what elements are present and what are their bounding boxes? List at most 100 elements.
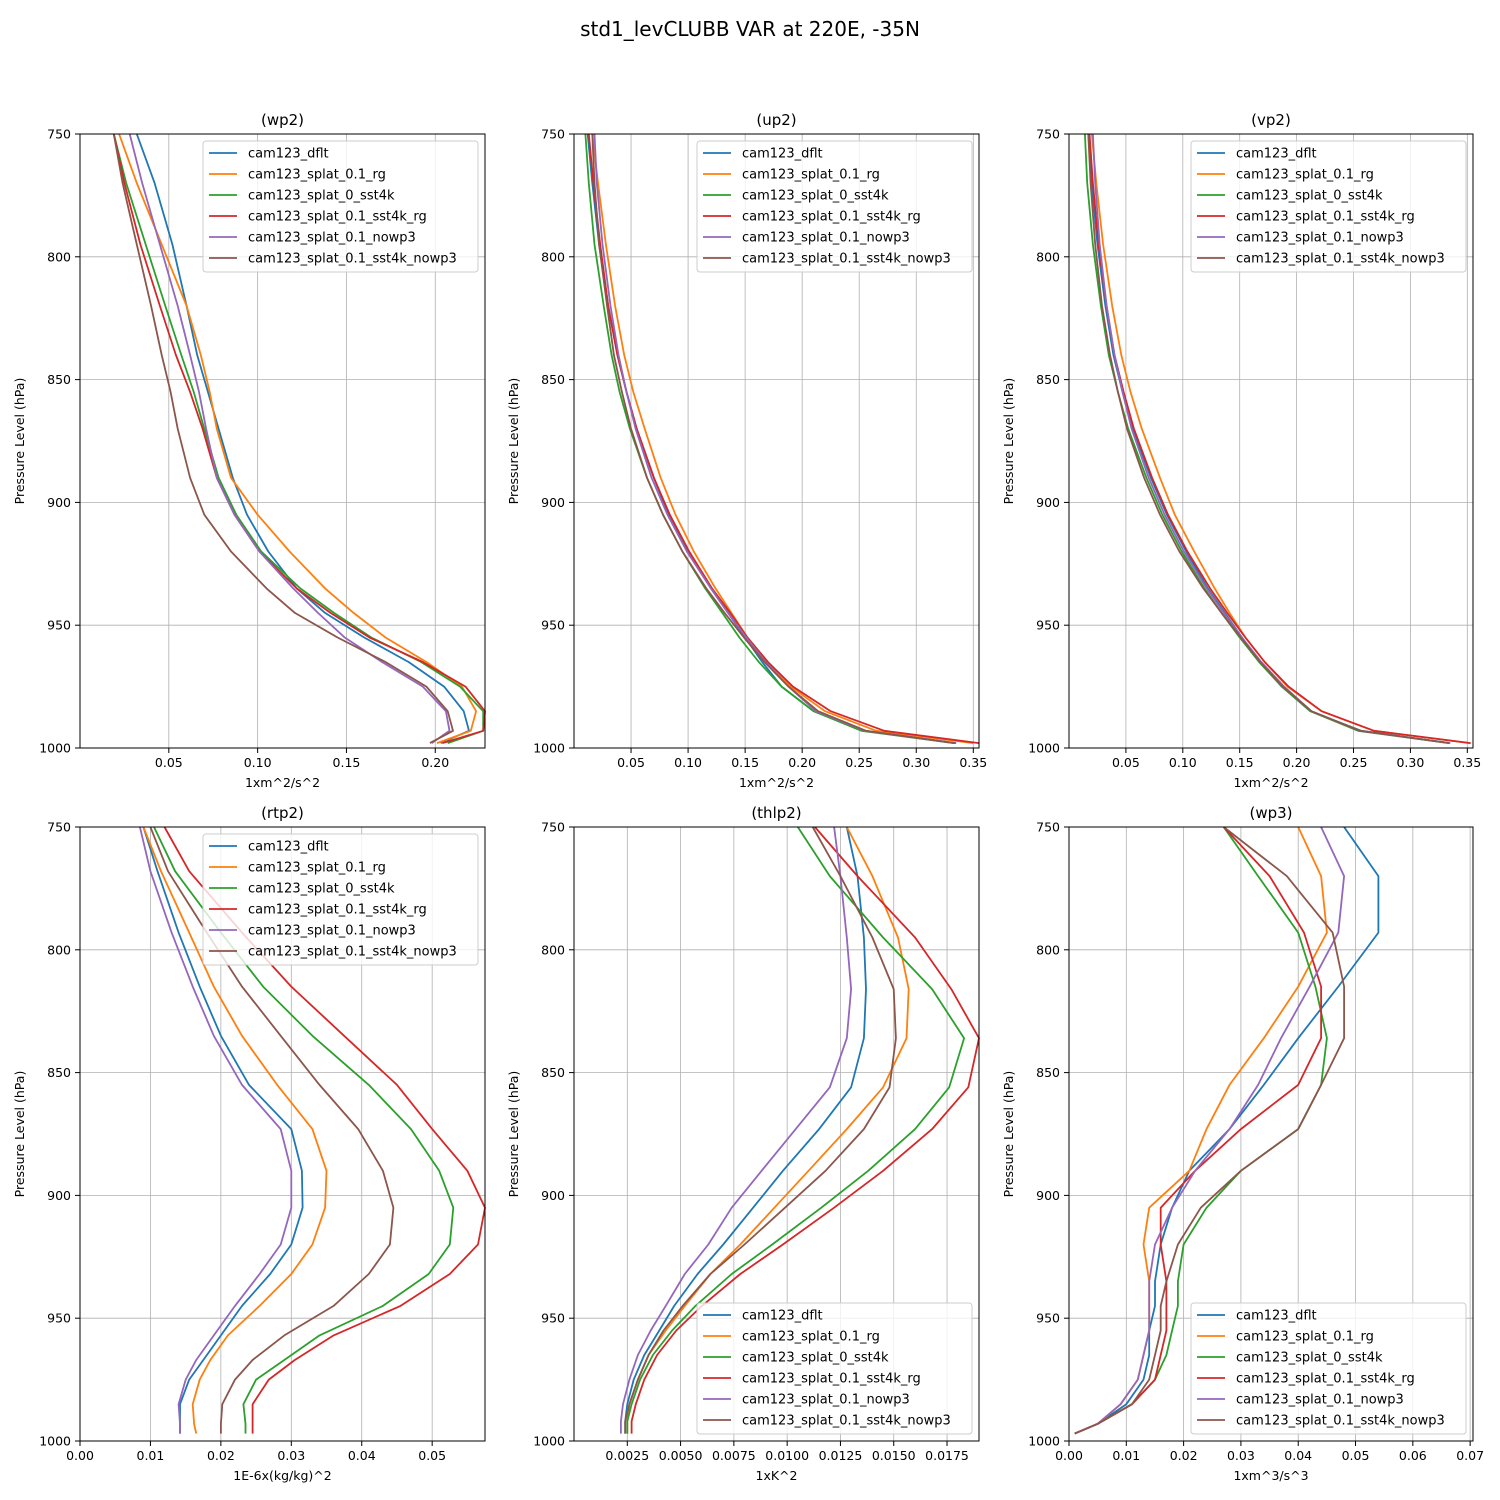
y-tick-label: 850 [47, 372, 71, 387]
legend-label: cam123_splat_0.1_rg [248, 168, 386, 183]
x-tick-label: 0.00 [66, 1448, 94, 1463]
legend-label: cam123_splat_0_sst4k [248, 882, 395, 897]
axes-frame [79, 133, 486, 749]
y-tick-label: 900 [1036, 495, 1060, 510]
y-tick-label: 1000 [1028, 1434, 1060, 1449]
series-line-cam123_splat_0.1_sst4k_nowp3 [624, 826, 897, 1434]
legend-label: cam123_splat_0.1_rg [248, 861, 386, 876]
series-line-cam123_splat_0.1_sst4k_nowp3 [149, 826, 395, 1434]
x-tick-label: 0.20 [1283, 755, 1311, 770]
x-axis-label: 1xm^2/s^2 [1233, 775, 1308, 790]
series-line-cam123_splat_0_sst4k [153, 826, 455, 1434]
y-tick-label: 850 [1036, 1065, 1060, 1080]
legend-label: cam123_splat_0.1_sst4k_nowp3 [1236, 252, 1445, 267]
y-tick-label: 800 [1036, 249, 1060, 264]
x-tick-label: 0.05 [155, 755, 183, 770]
y-tick-label: 800 [1036, 942, 1060, 957]
legend-label: cam123_splat_0.1_sst4k_rg [1236, 1372, 1415, 1387]
legend-label: cam123_splat_0.1_nowp3 [742, 231, 910, 246]
x-tick-label: 0.05 [617, 755, 645, 770]
series-line-cam123_splat_0.1_sst4k_rg [587, 133, 980, 744]
y-axis-label: Pressure Level (hPa) [1001, 378, 1016, 505]
y-tick-label: 1000 [1028, 741, 1060, 756]
x-tick-label: 0.30 [1396, 755, 1424, 770]
y-tick-label: 950 [1036, 1311, 1060, 1326]
legend: cam123_dflt cam123_splat_0.1_rg cam123_spl… [696, 140, 973, 273]
x-tick-label: 0.35 [959, 755, 987, 770]
x-axis-label: 1xm^2/s^2 [245, 775, 320, 790]
y-tick-label: 750 [541, 820, 565, 835]
y-tick-label: 850 [541, 372, 565, 387]
legend: cam123_dflt cam123_splat_0.1_rg cam123_spl… [1190, 140, 1467, 273]
y-tick-label: 1000 [533, 741, 565, 756]
series-line-cam123_splat_0.1_sst4k_rg [1074, 826, 1322, 1435]
legend-label: cam123_splat_0_sst4k [742, 189, 889, 204]
y-tick-label: 750 [541, 127, 565, 142]
x-tick-label: 0.20 [421, 755, 449, 770]
series-line-cam123_splat_0.1_sst4k_nowp3 [591, 133, 956, 744]
panel-rtp2: 0.00 0.01 0.02 0.03 0.04 0.05 750 800 850 900 950 1… [12, 804, 486, 1483]
x-tick-label: 0.03 [277, 1448, 305, 1463]
legend-label: cam123_splat_0.1_sst4k_rg [742, 1372, 921, 1387]
x-tick-label: 0.10 [1169, 755, 1197, 770]
subplot-grid: 0.05 0.10 0.15 0.20 750 800 850 900 950 1000 (wp2)… [12, 111, 1484, 1483]
series-line-cam123_splat_0.1_rg [142, 826, 328, 1434]
y-tick-label: 900 [47, 1188, 71, 1203]
x-tick-label: 0.05 [1112, 755, 1140, 770]
series-line-cam123_dflt [624, 826, 867, 1434]
x-axis-label: 1E-6x(kg/kg)^2 [233, 1468, 331, 1483]
series-line-cam123_splat_0.1_sst4k_nowp3 [1074, 826, 1345, 1435]
series-line-cam123_splat_0.1_sst4k_nowp3 [112, 133, 454, 744]
x-tick-label: 0.15 [1226, 755, 1254, 770]
series-line-cam123_splat_0.1_sst4k_rg [163, 826, 486, 1434]
x-tick-label: 0.06 [1399, 1448, 1427, 1463]
legend-label: cam123_splat_0_sst4k [742, 1351, 889, 1366]
y-tick-label: 900 [541, 495, 565, 510]
legend: cam123_dflt cam123_splat_0.1_rg cam123_spl… [1190, 1302, 1467, 1435]
legend-label: cam123_splat_0.1_sst4k_rg [248, 210, 427, 225]
legend-label: cam123_dflt [742, 147, 823, 162]
series-line-cam123_splat_0.1_nowp3 [128, 133, 451, 744]
legend: cam123_dflt cam123_splat_0.1_rg cam123_spl… [202, 140, 479, 273]
x-tick-label: 0.0025 [605, 1448, 649, 1463]
x-tick-label: 0.05 [418, 1448, 446, 1463]
y-tick-label: 750 [47, 820, 71, 835]
series-line-cam123_splat_0.1_nowp3 [1074, 826, 1345, 1435]
x-tick-label: 0.01 [137, 1448, 165, 1463]
y-tick-label: 900 [47, 495, 71, 510]
y-tick-label: 750 [47, 127, 71, 142]
x-tick-label: 0.0150 [872, 1448, 916, 1463]
x-tick-label: 0.05 [1342, 1448, 1370, 1463]
series-line-cam123_splat_0_sst4k [626, 826, 965, 1434]
x-tick-label: 0.25 [1340, 755, 1368, 770]
panel-title: (wp2) [261, 111, 304, 129]
x-tick-label: 0.20 [788, 755, 816, 770]
legend-label: cam123_splat_0_sst4k [1236, 189, 1383, 204]
y-tick-label: 800 [541, 249, 565, 264]
legend-box [696, 1302, 973, 1435]
series-line-cam123_splat_0.1_nowp3 [620, 826, 852, 1434]
legend-label: cam123_splat_0.1_sst4k_nowp3 [248, 252, 457, 267]
y-tick-label: 950 [47, 618, 71, 633]
x-tick-label: 0.03 [1227, 1448, 1255, 1463]
series-line-cam123_splat_0_sst4k [112, 133, 485, 744]
legend-box [202, 140, 479, 273]
x-tick-label: 0.0100 [765, 1448, 809, 1463]
x-axis-label: 1xK^2 [756, 1468, 798, 1483]
y-tick-label: 900 [1036, 1188, 1060, 1203]
legend-label: cam123_splat_0.1_sst4k_rg [742, 210, 921, 225]
x-tick-label: 0.35 [1453, 755, 1481, 770]
legend-label: cam123_splat_0.1_rg [1236, 168, 1374, 183]
legend-box [696, 140, 973, 273]
y-tick-label: 1000 [533, 1434, 565, 1449]
x-tick-label: 0.15 [731, 755, 759, 770]
panel-title: (wp3) [1249, 804, 1292, 822]
x-tick-label: 0.02 [207, 1448, 235, 1463]
x-tick-label: 0.10 [244, 755, 272, 770]
y-tick-label: 850 [541, 1065, 565, 1080]
panel-title: (vp2) [1251, 111, 1291, 129]
y-tick-label: 800 [47, 942, 71, 957]
axes-frame [79, 826, 486, 1442]
legend-label: cam123_splat_0.1_sst4k_nowp3 [248, 945, 457, 960]
